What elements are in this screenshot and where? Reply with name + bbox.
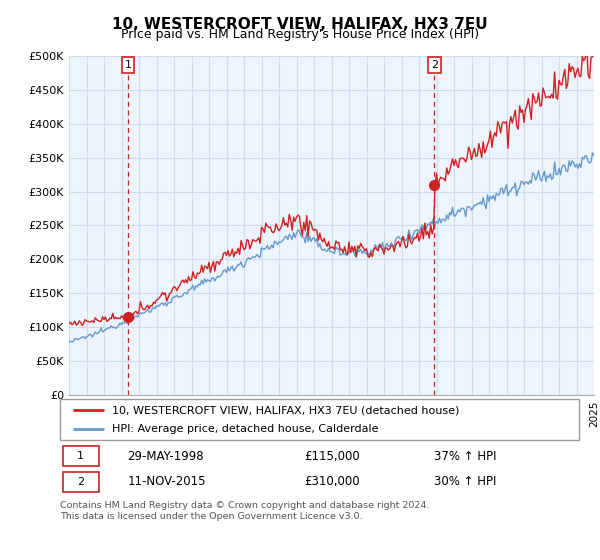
Text: £310,000: £310,000	[304, 475, 359, 488]
Text: 2: 2	[431, 60, 438, 70]
Text: Contains HM Land Registry data © Crown copyright and database right 2024.
This d: Contains HM Land Registry data © Crown c…	[60, 501, 430, 521]
Text: £115,000: £115,000	[304, 450, 359, 463]
FancyBboxPatch shape	[60, 399, 579, 440]
Text: 10, WESTERCROFT VIEW, HALIFAX, HX3 7EU (detached house): 10, WESTERCROFT VIEW, HALIFAX, HX3 7EU (…	[112, 405, 459, 415]
Text: 11-NOV-2015: 11-NOV-2015	[127, 475, 206, 488]
Text: 37% ↑ HPI: 37% ↑ HPI	[434, 450, 496, 463]
Text: Price paid vs. HM Land Registry's House Price Index (HPI): Price paid vs. HM Land Registry's House …	[121, 28, 479, 41]
Text: 1: 1	[77, 451, 84, 461]
Text: 10, WESTERCROFT VIEW, HALIFAX, HX3 7EU: 10, WESTERCROFT VIEW, HALIFAX, HX3 7EU	[112, 17, 488, 32]
FancyBboxPatch shape	[62, 446, 99, 466]
Text: 29-MAY-1998: 29-MAY-1998	[127, 450, 204, 463]
Text: 2: 2	[77, 477, 85, 487]
FancyBboxPatch shape	[62, 472, 99, 492]
Text: 30% ↑ HPI: 30% ↑ HPI	[434, 475, 496, 488]
Text: HPI: Average price, detached house, Calderdale: HPI: Average price, detached house, Cald…	[112, 424, 379, 433]
Text: 1: 1	[125, 60, 131, 70]
